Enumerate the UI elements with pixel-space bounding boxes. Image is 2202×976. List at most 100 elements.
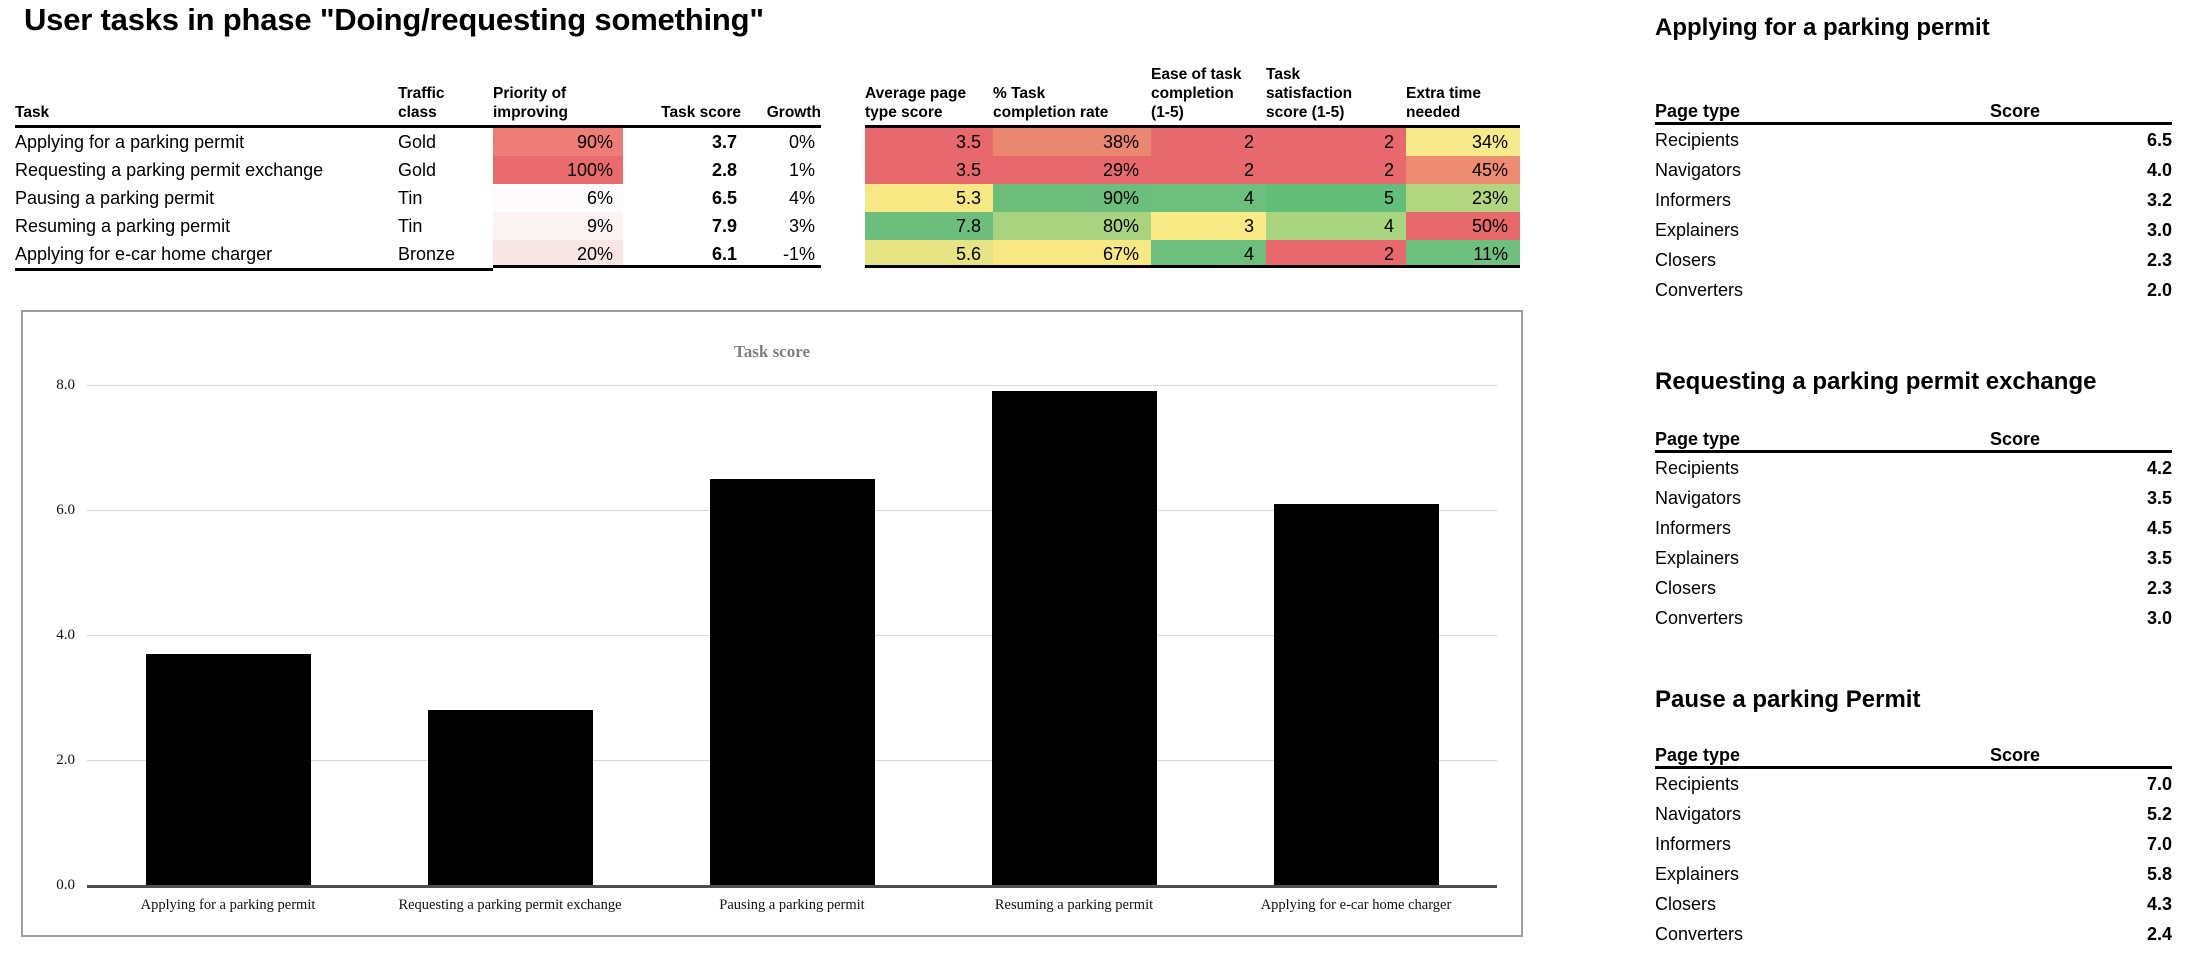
cell-satisfaction[interactable]: 2	[1266, 240, 1406, 268]
cell-task-score[interactable]: 6.5	[711, 188, 737, 208]
col-header-page-type[interactable]: Page type	[1655, 101, 1741, 121]
score-cell[interactable]: 2.4	[2146, 924, 2172, 944]
page-type-cell[interactable]: Closers	[1655, 894, 1717, 914]
cell-avg-page-score[interactable]: 3.5	[865, 156, 993, 184]
cell-avg-page-score[interactable]: 5.6	[865, 240, 993, 268]
cell-task-score[interactable]: 6.1	[623, 240, 741, 268]
cell-extra-time[interactable]: 34%	[1406, 128, 1520, 156]
col-header-task[interactable]: Task	[15, 56, 398, 128]
page-type-cell[interactable]: Explainers	[1655, 864, 1740, 884]
col-header-satisfaction[interactable]: Task satisfaction score (1-5)	[1266, 56, 1406, 128]
score-cell[interactable]: 4.2	[2146, 458, 2172, 478]
page-type-cell[interactable]: Navigators	[1655, 804, 1742, 824]
page-type-cell[interactable]: Recipients	[1655, 458, 1740, 478]
cell-task-score[interactable]: 3.7	[711, 132, 737, 152]
chart-bar[interactable]	[146, 654, 311, 885]
cell-satisfaction[interactable]: 2	[1266, 156, 1406, 184]
col-header-ease[interactable]: Ease of task completion (1-5)	[1151, 56, 1266, 128]
cell-traffic-class[interactable]: Bronze	[398, 240, 493, 271]
score-cell[interactable]: 2.3	[2146, 250, 2172, 270]
page-type-cell[interactable]: Converters	[1655, 280, 1744, 300]
cell-priority[interactable]: 9%	[493, 212, 623, 240]
score-cell[interactable]: 3.5	[2146, 488, 2172, 508]
page-type-cell[interactable]: Informers	[1655, 190, 1732, 210]
cell-satisfaction[interactable]: 2	[1266, 128, 1406, 156]
score-cell[interactable]: 6.5	[2146, 130, 2172, 150]
cell-priority[interactable]: 100%	[493, 156, 623, 184]
cell-growth[interactable]: -1%	[741, 240, 821, 268]
cell-avg-page-score[interactable]: 3.5	[865, 128, 993, 156]
cell-ease[interactable]: 2	[1151, 128, 1266, 156]
cell-completion-rate[interactable]: 67%	[993, 240, 1151, 268]
col-header-score[interactable]: Score	[1990, 429, 2041, 449]
cell-priority[interactable]: 20%	[493, 240, 623, 268]
score-cell[interactable]: 4.0	[2146, 160, 2172, 180]
score-cell[interactable]: 5.2	[2146, 804, 2172, 824]
page-type-cell[interactable]: Recipients	[1655, 774, 1740, 794]
page-type-cell[interactable]: Explainers	[1655, 548, 1740, 568]
col-header-task-score[interactable]: Task score	[623, 56, 741, 128]
cell-ease[interactable]: 4	[1151, 240, 1266, 268]
page-type-cell[interactable]: Closers	[1655, 578, 1717, 598]
page-type-cell[interactable]: Converters	[1655, 924, 1744, 944]
page-type-cell[interactable]: Closers	[1655, 250, 1717, 270]
cell-satisfaction[interactable]: 4	[1266, 212, 1406, 240]
chart-bar[interactable]	[428, 710, 593, 885]
score-cell[interactable]: 7.0	[2146, 834, 2172, 854]
cell-completion-rate[interactable]: 29%	[993, 156, 1151, 184]
cell-ease[interactable]: 2	[1151, 156, 1266, 184]
cell-completion-rate[interactable]: 80%	[993, 212, 1151, 240]
page-type-cell[interactable]: Navigators	[1655, 160, 1742, 180]
col-header-score[interactable]: Score	[1990, 101, 2041, 121]
cell-extra-time[interactable]: 45%	[1406, 156, 1520, 184]
cell-satisfaction[interactable]: 5	[1266, 184, 1406, 212]
chart-bar[interactable]	[710, 479, 875, 885]
score-cell[interactable]: 4.5	[2146, 518, 2172, 538]
cell-completion-rate[interactable]: 38%	[993, 128, 1151, 156]
col-header-extra-time[interactable]: Extra time needed	[1406, 56, 1520, 128]
cell-traffic-class[interactable]: Gold	[398, 160, 437, 180]
score-cell[interactable]: 7.0	[2146, 774, 2172, 794]
cell-extra-time[interactable]: 50%	[1406, 212, 1520, 240]
score-cell[interactable]: 5.8	[2146, 864, 2172, 884]
cell-growth[interactable]: 3%	[788, 216, 815, 236]
score-cell[interactable]: 2.0	[2146, 280, 2172, 300]
task-score-chart[interactable]: Task score 0.0 2.0 4.0 6.0 8.0 Applying for a…	[21, 310, 1523, 937]
cell-avg-page-score[interactable]: 7.8	[865, 212, 993, 240]
col-header-page-type[interactable]: Page type	[1655, 745, 1741, 765]
page-type-cell[interactable]: Informers	[1655, 834, 1732, 854]
cell-priority[interactable]: 90%	[493, 128, 623, 156]
chart-bar[interactable]	[1274, 504, 1439, 885]
cell-task-score[interactable]: 2.8	[711, 160, 737, 180]
page-type-cell[interactable]: Navigators	[1655, 488, 1742, 508]
cell-traffic-class[interactable]: Gold	[398, 132, 437, 152]
score-cell[interactable]: 3.0	[2146, 608, 2172, 628]
score-cell[interactable]: 3.0	[2146, 220, 2172, 240]
cell-task[interactable]: Resuming a parking permit	[15, 216, 231, 236]
col-header-score[interactable]: Score	[1990, 745, 2041, 765]
cell-extra-time[interactable]: 23%	[1406, 184, 1520, 212]
cell-task[interactable]: Requesting a parking permit exchange	[15, 160, 324, 180]
chart-bar[interactable]	[992, 391, 1157, 885]
cell-ease[interactable]: 4	[1151, 184, 1266, 212]
cell-growth[interactable]: 4%	[788, 188, 815, 208]
cell-ease[interactable]: 3	[1151, 212, 1266, 240]
page-type-cell[interactable]: Converters	[1655, 608, 1744, 628]
cell-priority[interactable]: 6%	[493, 184, 623, 212]
col-header-traffic-class[interactable]: Traffic class	[398, 56, 493, 128]
col-header-completion-rate[interactable]: % Task completion rate	[993, 56, 1151, 128]
cell-growth[interactable]: 1%	[788, 160, 815, 180]
cell-completion-rate[interactable]: 90%	[993, 184, 1151, 212]
cell-growth[interactable]: 0%	[788, 132, 815, 152]
col-header-growth[interactable]: Growth	[741, 56, 821, 128]
cell-extra-time[interactable]: 11%	[1406, 240, 1520, 268]
score-cell[interactable]: 3.5	[2146, 548, 2172, 568]
cell-task[interactable]: Applying for a parking permit	[15, 132, 245, 152]
score-cell[interactable]: 3.2	[2146, 190, 2172, 210]
cell-traffic-class[interactable]: Tin	[398, 216, 423, 236]
cell-avg-page-score[interactable]: 5.3	[865, 184, 993, 212]
cell-task[interactable]: Pausing a parking permit	[15, 188, 215, 208]
cell-task[interactable]: Applying for e-car home charger	[15, 240, 398, 271]
col-header-page-type[interactable]: Page type	[1655, 429, 1741, 449]
page-type-cell[interactable]: Recipients	[1655, 130, 1740, 150]
